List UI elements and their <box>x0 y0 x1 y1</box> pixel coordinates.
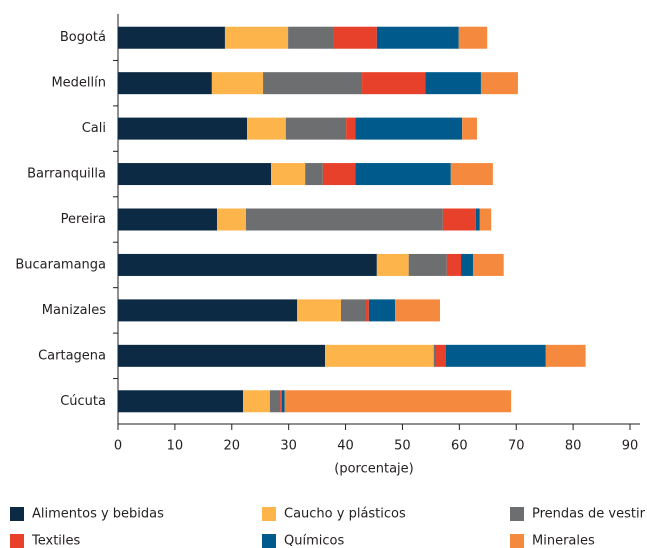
bar-segment <box>285 117 347 140</box>
bar-segment <box>472 253 504 276</box>
bar-segment <box>297 299 342 322</box>
bar-segment <box>284 390 512 413</box>
bar-segment <box>479 208 492 231</box>
bar-segment <box>458 26 488 49</box>
bar-segment <box>355 163 451 186</box>
bar-segment <box>288 26 334 49</box>
bar-segment <box>346 117 356 140</box>
x-tick-label: 70 <box>508 439 525 454</box>
bar-segment <box>224 26 289 49</box>
y-tick-label: Medellín <box>51 76 106 91</box>
bar-segment <box>118 26 225 49</box>
legend-swatch <box>10 507 24 521</box>
y-tick-label: Cartagena <box>38 348 106 363</box>
bar-segment <box>322 163 356 186</box>
bar-segment <box>445 344 546 367</box>
bar-segment <box>446 253 462 276</box>
bar-segment <box>425 72 481 95</box>
bar-segment <box>362 72 426 95</box>
bar-segment <box>355 117 463 140</box>
bar-segment <box>246 208 443 231</box>
legend-label: Caucho y plásticos <box>284 507 406 522</box>
bar-segment <box>118 344 326 367</box>
x-tick-label: 10 <box>167 439 184 454</box>
bar-segment <box>450 163 493 186</box>
bar-segment <box>462 117 477 140</box>
legend-swatch <box>262 507 276 521</box>
bar-segment <box>408 253 447 276</box>
y-tick-label: Cúcuta <box>60 394 106 409</box>
bar-segment <box>475 208 480 231</box>
bar-segment <box>461 253 473 276</box>
bar-segment <box>118 72 212 95</box>
bar-segment <box>118 253 377 276</box>
bar-segment <box>243 390 270 413</box>
bar-segment <box>376 26 459 49</box>
y-tick-label: Bogotá <box>60 30 106 45</box>
bar-segment <box>480 72 518 95</box>
x-tick-label: 30 <box>280 439 297 454</box>
bar-segment <box>442 208 476 231</box>
bar-segment <box>118 299 298 322</box>
legend-swatch <box>262 534 276 548</box>
bar-segment <box>433 344 437 367</box>
bar-segment <box>376 253 409 276</box>
bar-segment <box>216 208 246 231</box>
legend-label: Químicos <box>284 534 344 548</box>
x-tick-label: 20 <box>224 439 241 454</box>
x-tick-label: 90 <box>622 439 639 454</box>
bar-segment <box>118 390 244 413</box>
x-tick-label: 80 <box>565 439 582 454</box>
bar-segment <box>305 163 323 186</box>
y-tick-label: Manizales <box>42 303 106 318</box>
bar-segment <box>545 344 586 367</box>
bar-segment <box>436 344 446 367</box>
bar-segment <box>118 117 248 140</box>
bar-segment <box>281 390 285 413</box>
x-tick-label: 0 <box>114 439 122 454</box>
legend-label: Minerales <box>532 534 595 548</box>
legend-label: Alimentos y bebidas <box>32 507 164 522</box>
bar-segment <box>263 72 363 95</box>
legend-swatch <box>510 534 524 548</box>
legend-swatch <box>10 534 24 548</box>
bar-segment <box>271 163 306 186</box>
bar-segment <box>211 72 264 95</box>
bar-segment <box>247 117 286 140</box>
legend-label: Textiles <box>31 534 81 548</box>
y-tick-label: Barranquilla <box>27 167 106 182</box>
legend-swatch <box>510 507 524 521</box>
x-axis-label: (porcentaje) <box>334 462 413 477</box>
y-tick-label: Bucaramanga <box>15 257 106 272</box>
bar-segment <box>333 26 377 49</box>
bar-segment <box>118 208 217 231</box>
bar-segment <box>118 163 272 186</box>
bar-segment <box>325 344 434 367</box>
x-tick-label: 40 <box>337 439 354 454</box>
bar-segment <box>368 299 396 322</box>
legend-label: Prendas de vestir <box>532 507 646 522</box>
x-tick-label: 60 <box>451 439 468 454</box>
y-tick-label: Pereira <box>61 212 106 227</box>
bar-segment <box>269 390 281 413</box>
bar-segment <box>341 299 367 322</box>
y-tick-label: Cali <box>82 121 106 136</box>
x-tick-label: 50 <box>394 439 411 454</box>
bar-segment <box>366 299 369 322</box>
bar-segment <box>395 299 440 322</box>
bar-segment <box>280 390 282 413</box>
